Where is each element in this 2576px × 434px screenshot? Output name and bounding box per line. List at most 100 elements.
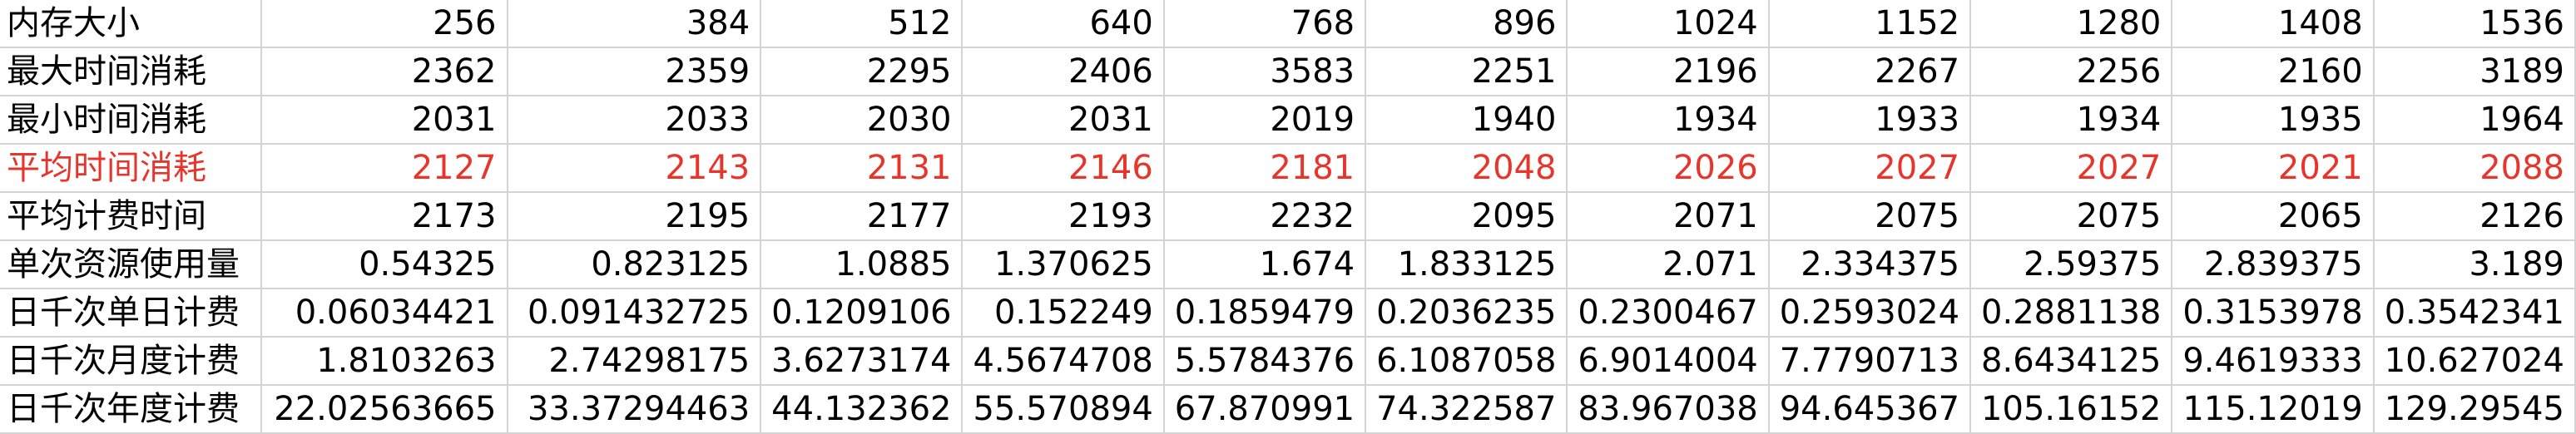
- value-cell[interactable]: 2027: [1970, 144, 2173, 193]
- value-cell[interactable]: 2.071: [1567, 240, 1770, 289]
- value-cell[interactable]: 512: [760, 0, 964, 48]
- value-cell[interactable]: 2251: [1365, 47, 1568, 96]
- value-cell[interactable]: 5.5784376: [1163, 337, 1367, 386]
- value-cell[interactable]: 44.132362: [760, 385, 964, 434]
- value-cell[interactable]: 1.8103263: [260, 337, 508, 386]
- value-cell[interactable]: 2126: [2373, 192, 2576, 241]
- row-label-cell[interactable]: 平均计费时间: [0, 192, 262, 241]
- value-cell[interactable]: 2075: [1970, 192, 2173, 241]
- value-cell[interactable]: 2.334375: [1768, 240, 1972, 289]
- value-cell[interactable]: 768: [1163, 0, 1367, 48]
- value-cell[interactable]: 2256: [1970, 47, 2173, 96]
- value-cell[interactable]: 3.6273174: [760, 337, 964, 386]
- value-cell[interactable]: 1408: [2172, 0, 2375, 48]
- value-cell[interactable]: 2173: [260, 192, 508, 241]
- value-cell[interactable]: 22.02563665: [260, 385, 508, 434]
- value-cell[interactable]: 129.29545: [2373, 385, 2576, 434]
- value-cell[interactable]: 2075: [1768, 192, 1972, 241]
- row-label-cell[interactable]: 最大时间消耗: [0, 47, 262, 96]
- value-cell[interactable]: 384: [507, 0, 762, 48]
- value-cell[interactable]: 2359: [507, 47, 762, 96]
- value-cell[interactable]: 1536: [2373, 0, 2576, 48]
- value-cell[interactable]: 2131: [760, 144, 964, 193]
- value-cell[interactable]: 0.2881138: [1970, 289, 2173, 338]
- value-cell[interactable]: 33.37294463: [507, 385, 762, 434]
- value-cell[interactable]: 0.1209106: [760, 289, 964, 338]
- value-cell[interactable]: 1933: [1768, 96, 1972, 145]
- value-cell[interactable]: 2127: [260, 144, 508, 193]
- value-cell[interactable]: 74.322587: [1365, 385, 1568, 434]
- value-cell[interactable]: 2267: [1768, 47, 1972, 96]
- value-cell[interactable]: 7.7790713: [1768, 337, 1972, 386]
- value-cell[interactable]: 0.3153978: [2172, 289, 2375, 338]
- value-cell[interactable]: 1964: [2373, 96, 2576, 145]
- row-label-cell[interactable]: 最小时间消耗: [0, 96, 262, 145]
- value-cell[interactable]: 0.823125: [507, 240, 762, 289]
- value-cell[interactable]: 2033: [507, 96, 762, 145]
- value-cell[interactable]: 2295: [760, 47, 964, 96]
- value-cell[interactable]: 94.645367: [1768, 385, 1972, 434]
- value-cell[interactable]: 2143: [507, 144, 762, 193]
- value-cell[interactable]: 105.16152: [1970, 385, 2173, 434]
- value-cell[interactable]: 0.3542341: [2373, 289, 2576, 338]
- value-cell[interactable]: 2.839375: [2172, 240, 2375, 289]
- value-cell[interactable]: 2026: [1567, 144, 1770, 193]
- value-cell[interactable]: 2021: [2172, 144, 2375, 193]
- value-cell[interactable]: 2031: [962, 96, 1165, 145]
- value-cell[interactable]: 2406: [962, 47, 1165, 96]
- value-cell[interactable]: 2.59375: [1970, 240, 2173, 289]
- value-cell[interactable]: 1280: [1970, 0, 2173, 48]
- value-cell[interactable]: 1024: [1567, 0, 1770, 48]
- value-cell[interactable]: 0.54325: [260, 240, 508, 289]
- value-cell[interactable]: 0.1859479: [1163, 289, 1367, 338]
- value-cell[interactable]: 6.9014004: [1567, 337, 1770, 386]
- row-label-cell[interactable]: 日千次年度计费: [0, 385, 262, 434]
- value-cell[interactable]: 8.6434125: [1970, 337, 2173, 386]
- value-cell[interactable]: 55.570894: [962, 385, 1165, 434]
- value-cell[interactable]: 896: [1365, 0, 1568, 48]
- row-label-cell[interactable]: 内存大小: [0, 0, 262, 48]
- value-cell[interactable]: 2195: [507, 192, 762, 241]
- value-cell[interactable]: 3189: [2373, 47, 2576, 96]
- value-cell[interactable]: 2181: [1163, 144, 1367, 193]
- value-cell[interactable]: 1.370625: [962, 240, 1165, 289]
- value-cell[interactable]: 2146: [962, 144, 1165, 193]
- value-cell[interactable]: 2031: [260, 96, 508, 145]
- value-cell[interactable]: 1934: [1567, 96, 1770, 145]
- value-cell[interactable]: 640: [962, 0, 1165, 48]
- value-cell[interactable]: 2071: [1567, 192, 1770, 241]
- row-label-cell[interactable]: 日千次单日计费: [0, 289, 262, 338]
- row-label-cell[interactable]: 日千次月度计费: [0, 337, 262, 386]
- value-cell[interactable]: 0.2300467: [1567, 289, 1770, 338]
- row-label-cell[interactable]: 单次资源使用量: [0, 240, 262, 289]
- value-cell[interactable]: 2095: [1365, 192, 1568, 241]
- value-cell[interactable]: 2030: [760, 96, 964, 145]
- value-cell[interactable]: 0.2593024: [1768, 289, 1972, 338]
- value-cell[interactable]: 2160: [2172, 47, 2375, 96]
- value-cell[interactable]: 10.627024: [2373, 337, 2576, 386]
- value-cell[interactable]: 2.74298175: [507, 337, 762, 386]
- value-cell[interactable]: 115.12019: [2172, 385, 2375, 434]
- value-cell[interactable]: 2193: [962, 192, 1165, 241]
- value-cell[interactable]: 3583: [1163, 47, 1367, 96]
- value-cell[interactable]: 0.091432725: [507, 289, 762, 338]
- value-cell[interactable]: 1935: [2172, 96, 2375, 145]
- value-cell[interactable]: 6.1087058: [1365, 337, 1568, 386]
- value-cell[interactable]: 1.0885: [760, 240, 964, 289]
- value-cell[interactable]: 2177: [760, 192, 964, 241]
- value-cell[interactable]: 2232: [1163, 192, 1367, 241]
- value-cell[interactable]: 2027: [1768, 144, 1972, 193]
- row-label-cell[interactable]: 平均时间消耗: [0, 144, 262, 193]
- value-cell[interactable]: 67.870991: [1163, 385, 1367, 434]
- value-cell[interactable]: 1.674: [1163, 240, 1367, 289]
- value-cell[interactable]: 256: [260, 0, 508, 48]
- value-cell[interactable]: 2362: [260, 47, 508, 96]
- value-cell[interactable]: 2048: [1365, 144, 1568, 193]
- value-cell[interactable]: 1940: [1365, 96, 1568, 145]
- value-cell[interactable]: 0.2036235: [1365, 289, 1568, 338]
- value-cell[interactable]: 1152: [1768, 0, 1972, 48]
- value-cell[interactable]: 1934: [1970, 96, 2173, 145]
- value-cell[interactable]: 2019: [1163, 96, 1367, 145]
- value-cell[interactable]: 2088: [2373, 144, 2576, 193]
- value-cell[interactable]: 2196: [1567, 47, 1770, 96]
